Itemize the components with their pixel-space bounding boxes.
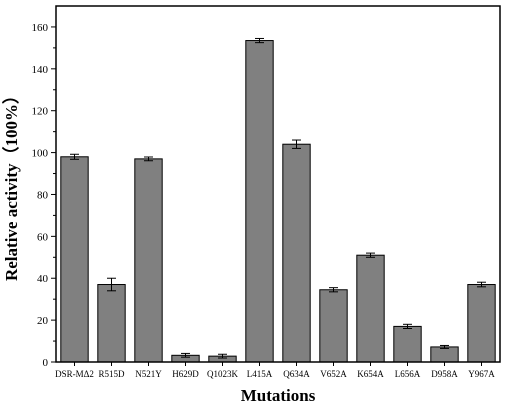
error-bar <box>144 156 153 162</box>
y-tick-label: 120 <box>32 106 49 118</box>
error-bar <box>366 252 375 258</box>
error-bar <box>255 37 264 44</box>
y-tick-label: 80 <box>37 189 49 201</box>
labels-layer: DSR-MΔ2 R515D N521Y H629D Q1023K L415A Q634A V6… <box>32 22 496 379</box>
bar <box>356 254 385 363</box>
error-bar <box>329 287 338 293</box>
bar <box>134 158 163 363</box>
bar <box>430 346 459 363</box>
bar <box>467 284 496 363</box>
x-tick-label: N521Y <box>135 369 162 379</box>
x-tick-label: H629D <box>172 369 199 379</box>
bar <box>319 289 348 363</box>
error-bar <box>403 323 412 329</box>
x-tick-label: L656A <box>395 369 421 379</box>
error-bar <box>292 139 301 149</box>
x-axis-title: Mutations <box>241 386 316 405</box>
x-tick-label: Y967A <box>468 369 495 379</box>
error-bar <box>477 281 486 288</box>
y-tick-label: 0 <box>43 357 49 369</box>
error-bar <box>218 353 227 359</box>
y-tick-label: 20 <box>37 315 49 327</box>
x-tick-label: V652A <box>320 369 347 379</box>
bars-layer <box>60 40 496 363</box>
bar <box>393 325 422 363</box>
y-tick-label: 160 <box>32 22 49 34</box>
y-tick-label: 100 <box>32 148 49 160</box>
bar <box>60 156 89 363</box>
x-tick-label: L415A <box>247 369 273 379</box>
y-axis-title: Relative activity（100%） <box>1 87 21 281</box>
error-bar <box>181 352 190 358</box>
y-tick-label: 140 <box>32 64 49 76</box>
error-bars-layer <box>70 37 486 359</box>
error-bar <box>70 153 79 160</box>
error-bar <box>107 277 116 292</box>
x-tick-label: Q634A <box>283 369 310 379</box>
bar <box>282 143 311 363</box>
bar <box>97 284 126 363</box>
bar <box>245 40 274 363</box>
plot-frame <box>55 5 501 363</box>
y-tick-label: 60 <box>37 231 49 243</box>
x-tick-label: K654A <box>357 369 384 379</box>
x-tick-label: DSR-MΔ2 <box>55 369 94 379</box>
x-tick-label: D958A <box>431 369 458 379</box>
axes-layer <box>51 5 501 366</box>
x-tick-label: Q1023K <box>207 369 238 379</box>
error-bar <box>440 344 449 349</box>
y-tick-label: 40 <box>37 273 49 285</box>
x-tick-label: R515D <box>98 369 125 379</box>
